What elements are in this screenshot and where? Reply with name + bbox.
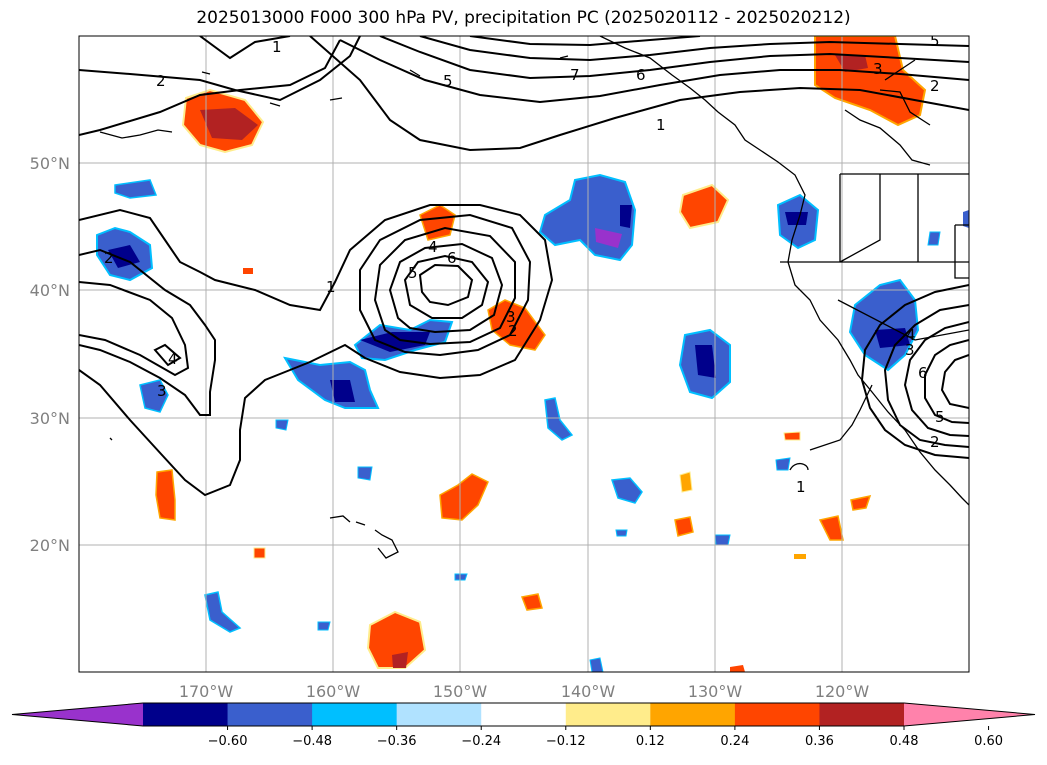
contour-label: 3 [157, 382, 167, 400]
colorbar-bin [312, 703, 398, 726]
lon-label-160w: 160°W [306, 682, 361, 701]
colorbar-bin [227, 703, 313, 726]
map-frame [78, 35, 970, 673]
contour-label: 1 [796, 478, 806, 496]
colorbar-tick-label: −0.24 [461, 734, 501, 749]
lon-label-140w: 140°W [561, 682, 616, 701]
colorbar-tick-label: 0.60 [974, 734, 1003, 749]
contour-label: 4 [906, 326, 916, 344]
colorbar [11, 702, 1036, 727]
lat-label-20n: 20°N [30, 536, 70, 555]
contour-label: 7 [570, 66, 580, 84]
colorbar-extend-max [904, 703, 1035, 726]
colorbar-tick-label: −0.12 [546, 734, 586, 749]
colorbar-bin [650, 703, 736, 726]
contour-label: 4 [428, 238, 438, 256]
contour-label: 6 [918, 364, 928, 382]
contour-label: 3 [873, 60, 883, 78]
colorbar-bin [481, 703, 567, 726]
colorbar-tick-label: 0.24 [720, 734, 749, 749]
colorbar-tick-label: 0.48 [890, 734, 919, 749]
contour-label: 5 [408, 264, 418, 282]
contour-label: 5 [935, 408, 945, 426]
colorbar-tick-label: −0.48 [292, 734, 332, 749]
colorbar-tick-label: 0.36 [805, 734, 834, 749]
contour-label: 3 [905, 341, 915, 359]
colorbar-tick-label: 0.12 [636, 734, 665, 749]
contour-label: 2 [930, 433, 940, 451]
contour-label: 5 [443, 72, 453, 90]
colorbar-extend-min [12, 703, 143, 726]
pv-contours [79, 36, 969, 497]
lon-label-170w: 170°W [179, 682, 234, 701]
contour-label: 3 [506, 308, 516, 326]
contour-labels: 1 2 5 7 6 3 2 1 2 4 6 5 1 3 2 4 3 1 5 4 … [104, 32, 945, 496]
contour-label: 6 [447, 249, 457, 267]
colorbar-outline [11, 702, 1036, 727]
contour-label: 1 [656, 116, 666, 134]
map-gridlines [79, 36, 969, 672]
contour-label: 5 [930, 32, 940, 50]
contour-label: 2 [104, 249, 114, 267]
contour-label: 2 [930, 77, 940, 95]
contour-label: 6 [636, 66, 646, 84]
map-title: 2025013000 F000 300 hPa PV, precipitatio… [196, 8, 851, 28]
colorbar-bin [565, 703, 651, 726]
lat-label-40n: 40°N [30, 281, 70, 300]
colorbar-bin [819, 703, 905, 726]
colorbar-bin [143, 703, 229, 726]
lat-label-50n: 50°N [30, 154, 70, 173]
colorbar-tick-label: −0.60 [208, 734, 248, 749]
contour-label: 2 [156, 72, 166, 90]
lon-label-130w: 130°W [688, 682, 743, 701]
contour-label: 1 [272, 38, 282, 56]
contour-label: 1 [326, 278, 336, 296]
contour-label: 4 [168, 350, 178, 368]
contour-label: 2 [508, 322, 518, 340]
colorbar-ticks: −0.60 −0.48 −0.36 −0.24 −0.12 0.12 0.24 0.36 0.4… [208, 726, 1003, 749]
lon-label-150w: 150°W [433, 682, 488, 701]
colorbar-bin [734, 703, 820, 726]
lat-label-30n: 30°N [30, 409, 70, 428]
colorbar-tick-label: −0.36 [377, 734, 417, 749]
positive-precip-blobs [155, 36, 927, 672]
lon-label-120w: 120°W [815, 682, 870, 701]
colorbar-bin [396, 703, 482, 726]
